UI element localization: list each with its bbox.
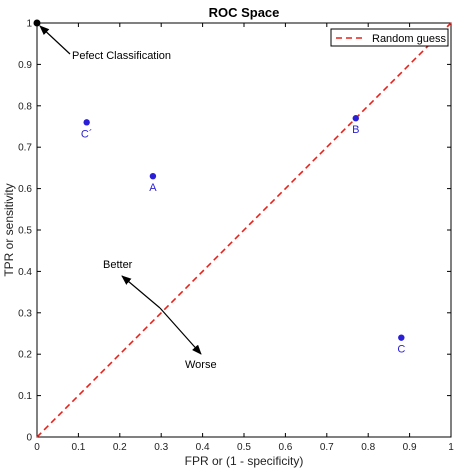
x-tick-label: 0.6 — [278, 442, 292, 453]
legend: Random guess — [330, 28, 449, 47]
roc-point — [83, 119, 90, 126]
perfect-classification-point — [33, 19, 41, 27]
y-tick-label: 1 — [26, 19, 32, 30]
y-tick-label: 0 — [26, 433, 32, 444]
legend-box — [330, 28, 449, 47]
y-tick-label: 0.9 — [18, 60, 32, 71]
x-tick-label: 0.5 — [237, 442, 251, 453]
roc-point — [149, 172, 157, 180]
x-tick-label: 0.9 — [403, 442, 417, 453]
roc-point-label: B — [352, 124, 359, 136]
legend-label: Random guess — [372, 33, 446, 45]
x-tick-label: 0.7 — [320, 442, 334, 453]
x-tick-label: 0.3 — [154, 442, 168, 453]
x-axis-ticks: 0 0.1 0.2 0.3 0.4 0.5 0.6 0.7 0.8 0.9 1 — [34, 23, 454, 453]
x-axis-label: FPR or (1 - specificity) — [185, 454, 304, 468]
roc-point-label: C — [397, 344, 405, 356]
better-label: Better — [103, 259, 133, 271]
x-tick-label: 0 — [34, 442, 40, 453]
perfect-classification-arrow — [39, 25, 71, 55]
random-guess-line — [36, 22, 452, 438]
roc-point — [352, 115, 359, 122]
y-axis-ticks: 0 0.1 0.2 0.3 0.4 0.5 0.6 0.7 0.8 0.9 1 — [18, 19, 451, 444]
y-tick-label: 0.2 — [18, 350, 32, 361]
worse-label: Worse — [185, 359, 217, 371]
x-tick-label: 0.8 — [361, 442, 375, 453]
data-points: C´ A B C — [81, 115, 405, 356]
x-tick-label: 0.4 — [196, 442, 210, 453]
perfect-classification-label: Pefect Classification — [72, 50, 171, 62]
better-worse-arrow — [121, 275, 161, 309]
y-tick-label: 0.4 — [18, 267, 32, 278]
roc-point-label: C´ — [81, 128, 93, 140]
y-tick-label: 0.1 — [18, 391, 32, 402]
x-tick-label: 0.1 — [71, 442, 85, 453]
y-tick-label: 0.8 — [18, 101, 32, 112]
chart-title: ROC Space — [209, 5, 280, 20]
y-tick-label: 0.6 — [18, 184, 32, 195]
x-tick-label: 0.2 — [113, 442, 127, 453]
y-tick-label: 0.3 — [18, 308, 32, 319]
y-tick-label: 0.7 — [18, 143, 32, 154]
y-axis-label: TPR or sensitivity — [2, 183, 16, 276]
x-tick-label: 1 — [448, 442, 454, 453]
better-worse-arrow-lower — [159, 307, 202, 355]
roc-point — [398, 334, 405, 341]
y-tick-label: 0.5 — [18, 226, 32, 237]
roc-point-label: A — [149, 182, 157, 194]
